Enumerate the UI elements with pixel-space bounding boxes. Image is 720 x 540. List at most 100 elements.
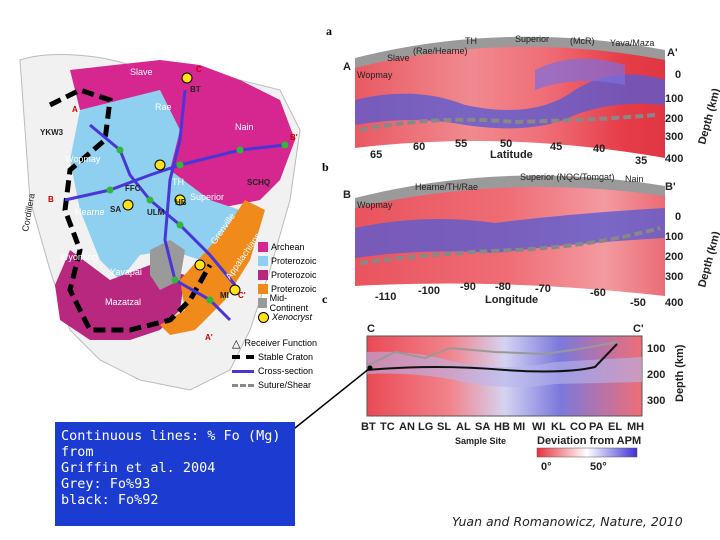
panel-c-end-right: C' bbox=[633, 323, 644, 335]
panel-c-ytick-200: 200 bbox=[647, 369, 665, 381]
panel-c-ylabel: Depth (km) bbox=[674, 344, 686, 402]
panel-b-xtick-70: -70 bbox=[535, 283, 551, 295]
legend-xenocryst: Xenocryst bbox=[272, 312, 313, 322]
panel-c-ytick-300: 300 bbox=[647, 395, 665, 407]
panel-a-label-mcr: (McR) bbox=[570, 36, 595, 46]
label-hearne: Hearne bbox=[75, 207, 105, 217]
panel-c-scale-label: Deviation from APM bbox=[537, 435, 641, 447]
label-rae: Rae bbox=[155, 102, 172, 112]
legend-suture: Suture/Shear bbox=[258, 380, 312, 390]
panel-b-ytick-200: 200 bbox=[665, 251, 683, 263]
panel-b-label-hearne: Hearne/TH/Rae bbox=[415, 182, 478, 192]
panel-b-ylabel: Depth (km) bbox=[696, 230, 720, 289]
panel-c-xtick-pa: PA bbox=[589, 421, 604, 433]
label-ulm: ULM bbox=[147, 208, 165, 217]
note-box: Continuous lines: % Fo (Mg) from Griffin… bbox=[55, 422, 295, 526]
panel-b-end-right: B' bbox=[665, 181, 676, 193]
tectonic-map: Cordillera Wopmay Hearne Rae Slave Nain … bbox=[10, 50, 310, 425]
panel-b-label-superior: Superior (NQC/Tomgat) bbox=[520, 172, 615, 182]
map-legend: Archean Proterozoic Proterozoic Proteroz… bbox=[258, 240, 318, 324]
panel-c-xtick-mi: MI bbox=[513, 421, 525, 433]
label-mazatzal: Mazatzal bbox=[105, 297, 141, 307]
label-c-prime: C' bbox=[238, 291, 246, 300]
panel-a-section: A A' Wopmay Slave (Rae/Hearne) TH Superi… bbox=[343, 34, 720, 165]
panel-c-ytick-100: 100 bbox=[647, 343, 665, 355]
panel-b-ytick-0: 0 bbox=[675, 211, 681, 223]
panel-c-xtick-sl: SL bbox=[437, 421, 451, 433]
panel-b-ytick-400: 400 bbox=[665, 297, 683, 308]
panel-b-xtick-90: -90 bbox=[460, 281, 476, 293]
panel-b-xtick-100: -100 bbox=[418, 285, 440, 297]
panel-a-xlabel: Latitude bbox=[490, 149, 533, 161]
panel-a-label-th: TH bbox=[465, 36, 477, 46]
legend-mid-continent: Mid-Continent bbox=[269, 293, 309, 313]
panel-b-xtick-60: -60 bbox=[590, 287, 606, 299]
label-superior: Superior bbox=[190, 192, 224, 202]
panel-a-xtick-35: 35 bbox=[635, 155, 647, 165]
label-wopmay: Wopmay bbox=[65, 154, 101, 164]
stable-craton-boundary bbox=[48, 87, 213, 333]
panel-c-xtick-bt: BT bbox=[361, 421, 376, 433]
panel-c-xtick-el: EL bbox=[608, 421, 622, 433]
map-legend-lines: △ Receiver Function Stable Craton Cross-s… bbox=[232, 336, 322, 392]
label-b: B bbox=[48, 195, 54, 204]
panel-c-xtick-tc: TC bbox=[380, 421, 395, 433]
panel-a-ytick-200: 200 bbox=[665, 113, 683, 125]
panel-a-xtick-65: 65 bbox=[370, 149, 382, 161]
legend-receiver-function: Receiver Function bbox=[244, 338, 318, 348]
panel-c-scale-tick-50: 50° bbox=[590, 461, 607, 473]
panel-c-xtick-wi: WI bbox=[532, 421, 545, 433]
panel-c-end-left: C bbox=[367, 323, 375, 335]
panel-a-xtick-60: 60 bbox=[413, 141, 425, 153]
note-line-4: Grey: Fo%93 bbox=[61, 476, 151, 492]
panel-a-xtick-45: 45 bbox=[550, 141, 562, 153]
legend-stable-craton: Stable Craton bbox=[258, 352, 314, 362]
panel-c-xtick-co: CO bbox=[570, 421, 587, 433]
note-line-1: Continuous lines: % Fo (Mg) bbox=[61, 428, 281, 444]
panel-b-ytick-100: 100 bbox=[665, 231, 683, 243]
panel-c-xtick-mh: MH bbox=[627, 421, 644, 433]
note-line-5: black: Fo%92 bbox=[61, 492, 159, 508]
panel-b-xtick-50: -50 bbox=[630, 297, 646, 308]
grenville-region bbox=[160, 200, 265, 335]
panel-c-colorbar bbox=[536, 447, 638, 458]
panel-b-section: B B' Wopmay Hearne/TH/Rae Superior (NQC/… bbox=[343, 172, 720, 308]
legend-proterozoic-1: Proterozoic bbox=[271, 256, 317, 266]
panel-a-label-rae-hearne: (Rae/Hearne) bbox=[413, 46, 468, 56]
citation: Yuan and Romanowicz, Nature, 2010 bbox=[452, 514, 683, 529]
label-c: C bbox=[196, 65, 202, 74]
note-line-3: Griffin et al. 2004 bbox=[61, 460, 216, 476]
panel-c-xtick-hb: HB bbox=[494, 421, 510, 433]
panel-c-xtick-lg: LG bbox=[418, 421, 433, 433]
panel-a-xtick-50: 50 bbox=[500, 138, 512, 150]
panel-a-xtick-40: 40 bbox=[593, 143, 605, 155]
label-th: TH bbox=[172, 177, 184, 187]
panel-c-xtick-an: AN bbox=[399, 421, 415, 433]
panel-c-scale-tick-0: 0° bbox=[541, 461, 552, 473]
label-schq: SCHQ bbox=[247, 178, 270, 187]
panel-a-label-slave: Slave bbox=[387, 53, 410, 63]
label-hb: HB bbox=[175, 198, 187, 207]
label-nain: Nain bbox=[235, 122, 254, 132]
panel-b-xtick-110: -110 bbox=[375, 291, 396, 303]
panel-a-ytick-0: 0 bbox=[675, 69, 681, 81]
label-a-prime: A' bbox=[205, 333, 213, 342]
panel-a-label-yava-maza: Yava/Maza bbox=[610, 38, 654, 48]
label-b-prime: B' bbox=[290, 133, 298, 142]
archean-region bbox=[70, 90, 240, 280]
panel-b-ytick-300: 300 bbox=[665, 271, 683, 283]
panel-a-label-wopmay: Wopmay bbox=[357, 70, 393, 80]
panel-c-letter: c bbox=[322, 292, 328, 306]
panel-a-letter: a bbox=[326, 24, 332, 38]
panel-b-label-nain: Nain bbox=[625, 174, 644, 184]
panel-b-end-left: B bbox=[343, 189, 351, 201]
label-yavapai: Yavapai bbox=[110, 267, 142, 277]
label-ffc: FFC bbox=[125, 184, 141, 193]
label-wyoming: Wyoming bbox=[60, 252, 97, 262]
panel-b-xlabel: Longitude bbox=[485, 294, 538, 306]
panel-a-ytick-100: 100 bbox=[665, 93, 683, 105]
panel-a-ytick-400: 400 bbox=[665, 153, 683, 165]
panel-c-section: C C' 100 200 300 Depth (km) BT TC AN LG … bbox=[361, 323, 686, 473]
legend-archean: Archean bbox=[271, 242, 305, 252]
panel-c-xlabel: Sample Site bbox=[455, 436, 506, 446]
